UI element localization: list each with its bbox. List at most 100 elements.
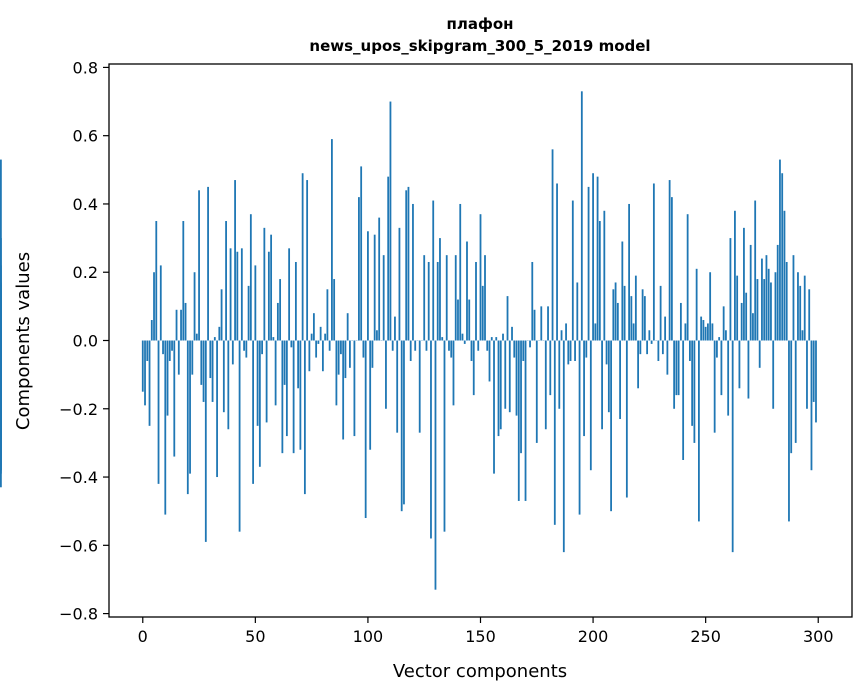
bar-3 — [149, 341, 151, 426]
bar-39 — [230, 248, 232, 340]
bar-220 — [637, 341, 639, 389]
x-tick-label: 0 — [138, 627, 148, 646]
bar-147 — [473, 341, 475, 396]
bar-136 — [448, 341, 450, 351]
bar-184 — [556, 183, 558, 340]
bar-40 — [232, 341, 234, 365]
bar-289 — [793, 255, 795, 340]
bar-117 — [405, 190, 407, 340]
bar-62 — [281, 341, 283, 454]
bar-104 — [376, 330, 378, 340]
bar-59 — [275, 341, 277, 406]
bar-82 — [327, 289, 329, 340]
bar-206 — [606, 341, 608, 365]
bar-111 — [392, 341, 394, 351]
bar-258 — [723, 306, 725, 340]
bar-158 — [498, 341, 500, 437]
bar-43 — [239, 341, 241, 532]
bar-139 — [455, 255, 457, 340]
bar-155 — [491, 337, 493, 340]
bar-287 — [788, 341, 790, 522]
bar-99 — [365, 341, 367, 519]
bar-102 — [372, 341, 374, 368]
bar-91 — [347, 313, 349, 340]
bar-123 — [419, 341, 421, 433]
x-tick-label: 150 — [465, 627, 496, 646]
bar-197 — [585, 341, 587, 358]
bar-177 — [540, 306, 542, 340]
bar-215 — [626, 341, 628, 498]
bar-168 — [520, 341, 522, 454]
y-tick-label: −0.6 — [59, 536, 98, 555]
bar-75 — [311, 334, 313, 341]
bar-199 — [590, 341, 592, 471]
bar-17 — [180, 310, 182, 341]
bar-61 — [279, 279, 281, 340]
bar-151 — [482, 286, 484, 341]
bar-22 — [191, 341, 193, 375]
bar-159 — [500, 341, 502, 430]
bar-227 — [653, 183, 655, 340]
bar-222 — [642, 289, 644, 340]
y-tick-label: 0.6 — [73, 127, 98, 146]
bar-256 — [718, 337, 720, 340]
bar-288 — [790, 341, 792, 454]
bar-14 — [173, 341, 175, 457]
bar-87 — [338, 341, 340, 375]
bar-0 — [142, 341, 144, 392]
bar-133 — [441, 337, 443, 340]
bar-107 — [383, 255, 385, 340]
bar-216 — [628, 204, 630, 341]
bar-28 — [205, 341, 207, 542]
chart-title: плафон — [446, 15, 513, 33]
bar-58 — [272, 337, 274, 340]
x-tick-label: 100 — [353, 627, 384, 646]
bar-71 — [302, 173, 304, 340]
bar-265 — [739, 341, 741, 389]
bar-200 — [592, 173, 594, 340]
bar-262 — [732, 341, 734, 553]
bar-181 — [549, 341, 551, 396]
bar-42 — [236, 252, 238, 341]
bar-270 — [750, 245, 752, 341]
bar-38 — [227, 341, 229, 430]
bar-198 — [588, 187, 590, 341]
bar-196 — [583, 341, 585, 437]
bar-51 — [257, 341, 259, 426]
bar-179 — [545, 341, 547, 430]
bar-134 — [444, 341, 446, 532]
bar-248 — [700, 317, 702, 341]
bar-263 — [734, 211, 736, 341]
bar-37 — [225, 221, 227, 340]
bar-297 — [811, 341, 813, 471]
bar-141 — [459, 204, 461, 341]
bar-30 — [209, 341, 211, 379]
bar-190 — [570, 341, 572, 361]
bar-251 — [707, 323, 709, 340]
bar-241 — [684, 323, 686, 340]
bar-69 — [297, 341, 299, 389]
bar-261 — [730, 238, 732, 340]
bar-260 — [727, 341, 729, 416]
bar-291 — [797, 272, 799, 340]
bar-26 — [200, 341, 202, 385]
bar-94 — [354, 341, 356, 437]
bar-162 — [507, 296, 509, 340]
bar-212 — [619, 341, 621, 420]
bar-257 — [721, 341, 723, 396]
bar-78 — [317, 341, 319, 344]
bar-246 — [696, 269, 698, 341]
y-axis: −0.8−0.6−0.4−0.20.00.20.40.60.8 — [59, 58, 109, 623]
bar-54 — [263, 228, 265, 341]
bar-18 — [182, 221, 184, 340]
bar-53 — [261, 341, 263, 355]
bar-32 — [214, 337, 216, 340]
bar-282 — [777, 245, 779, 341]
bar-157 — [495, 337, 497, 340]
bar-103 — [374, 235, 376, 341]
bar-undefined — [0, 286, 2, 341]
bar-264 — [736, 276, 738, 341]
bar-283 — [779, 160, 781, 341]
bar-25 — [198, 190, 200, 340]
